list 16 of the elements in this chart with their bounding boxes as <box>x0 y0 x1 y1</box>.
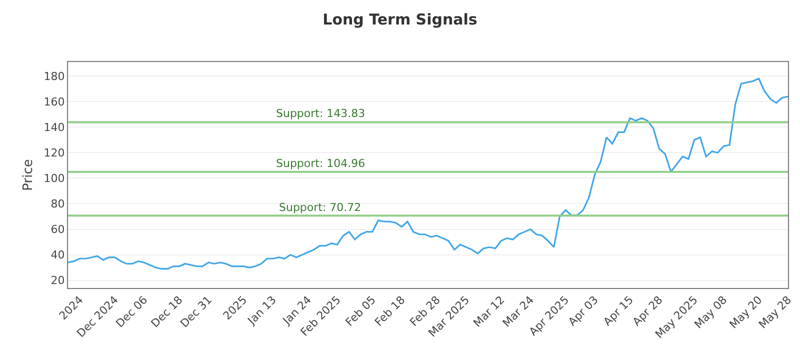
y-tick-label: 140 <box>44 120 65 134</box>
y-tick-label: 60 <box>50 223 65 236</box>
y-tick-label: 160 <box>44 95 65 108</box>
ref-line-label: Support: 143.83 <box>276 107 366 120</box>
ref-line-label: Support: 70.72 <box>279 201 362 214</box>
y-tick-label: 40 <box>50 248 65 262</box>
y-tick-label: 100 <box>44 172 65 186</box>
y-axis-title: Price <box>21 159 36 191</box>
line-series <box>68 78 788 270</box>
y-tick-label: 120 <box>44 146 65 160</box>
y-tick-label: 180 <box>44 70 65 83</box>
ref-line-label: Support: 104.96 <box>276 157 366 170</box>
chart-title: Long Term Signals <box>322 10 478 28</box>
y-tick-label: 20 <box>50 274 65 288</box>
y-tick-label: 80 <box>50 198 65 211</box>
x-tick-label: Jan 13 <box>244 294 279 328</box>
